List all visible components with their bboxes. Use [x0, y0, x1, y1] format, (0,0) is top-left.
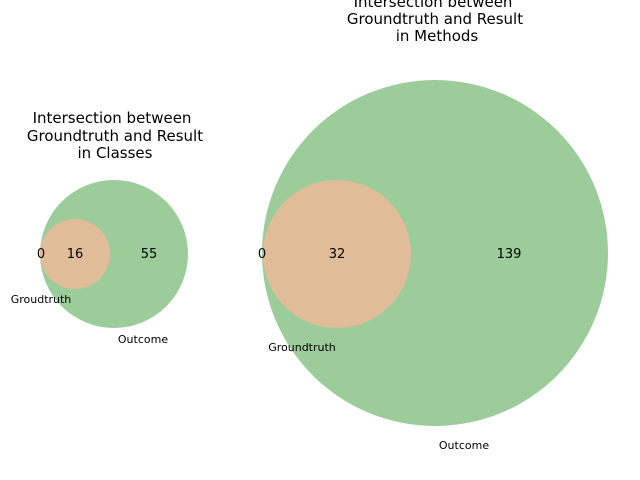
venn-classes-outcome-only-count: 55 — [141, 247, 158, 262]
venn-classes-groundtruth-label: Groudtruth — [11, 293, 72, 306]
venn-methods-outcome-circle — [262, 80, 608, 426]
venn-classes-title-line-1: Intersection between — [33, 109, 192, 127]
venn-methods-title-line-2: Groundtruth and Result — [347, 10, 523, 28]
venn-classes-groundtruth-only-count: 0 — [37, 247, 45, 262]
venn-classes: Intersection between Groundtruth and Res… — [11, 109, 204, 346]
venn-methods-groundtruth-label: Groundtruth — [268, 341, 336, 354]
venn-methods-title-line-1: Intersection between — [354, 0, 513, 11]
venn-methods-outcome-only-count: 139 — [497, 247, 522, 262]
venn-methods-groundtruth-only-count: 0 — [258, 247, 266, 262]
venn-methods-title-line-3: in Methods — [396, 27, 479, 45]
venn-methods-intersection-count: 32 — [329, 247, 346, 262]
venn-classes-title-line-2: Groundtruth and Result — [27, 127, 203, 145]
venn-classes-title-line-3: in Classes — [78, 144, 153, 162]
venn-methods-groundtruth-circle — [263, 180, 411, 328]
venn-classes-outcome-label: Outcome — [118, 333, 168, 346]
venn-methods-outcome-label: Outcome — [439, 439, 489, 452]
venn-classes-outcome-circle — [40, 180, 188, 328]
venn-methods: Intersection between Groundtruth and Res… — [258, 0, 608, 452]
venn-classes-groundtruth-circle — [40, 219, 110, 289]
venn-classes-intersection-count: 16 — [67, 247, 84, 262]
